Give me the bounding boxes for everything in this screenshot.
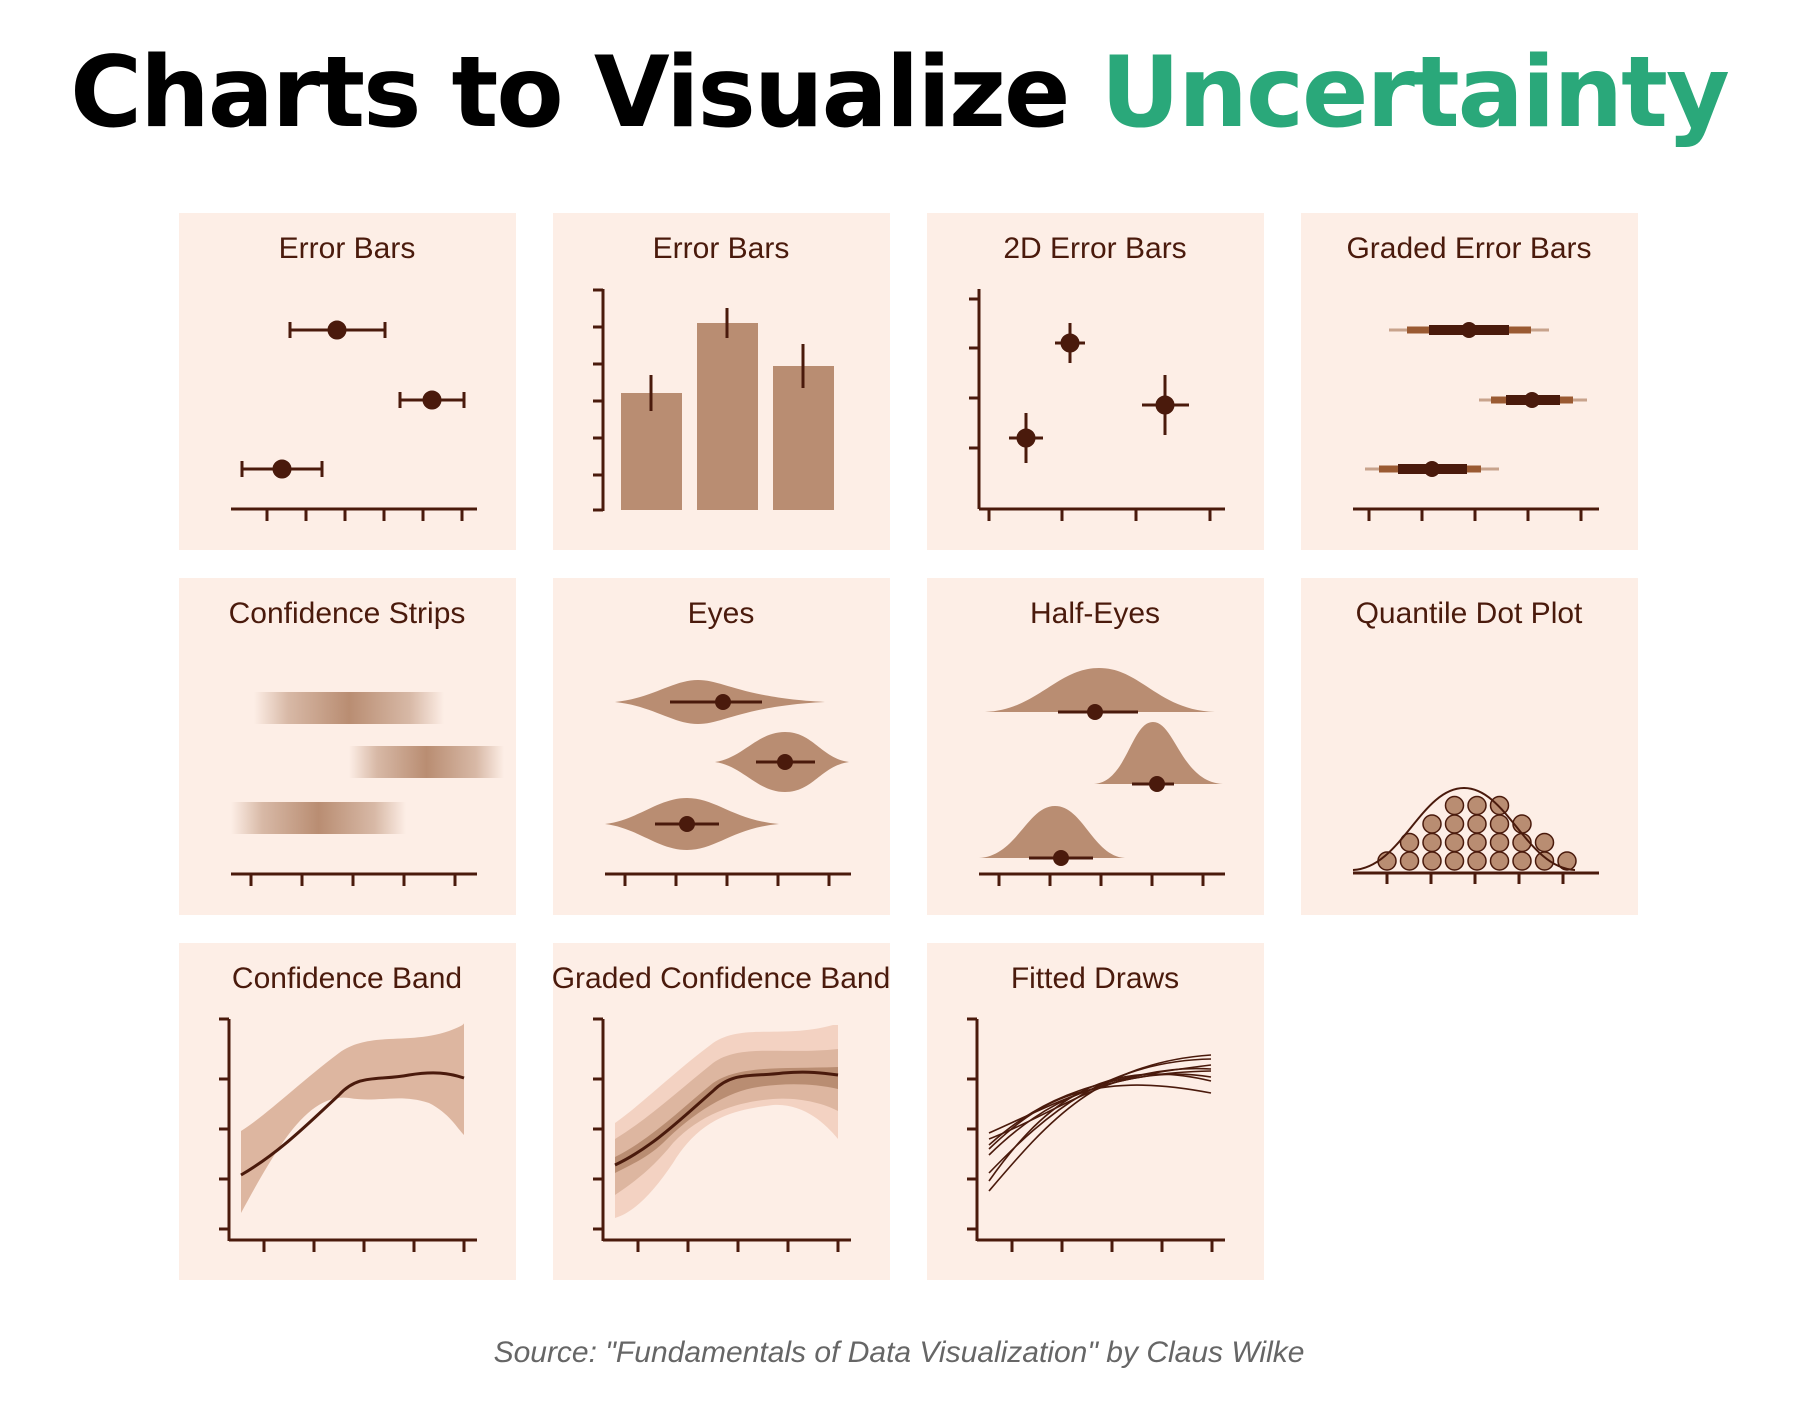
panel-half-eyes: Half-Eyes xyxy=(927,578,1264,915)
fitted-draw-lines xyxy=(988,1054,1212,1192)
graded-band-middle xyxy=(615,1049,838,1195)
strip-bottom xyxy=(231,802,406,834)
panel-background xyxy=(927,213,1264,550)
bar-3 xyxy=(773,366,834,510)
page-title: Charts to Visualize Uncertainty xyxy=(0,39,1798,148)
quantile-dot xyxy=(1489,814,1510,834)
quantile-dot xyxy=(1399,832,1420,853)
eye-top-interval xyxy=(670,694,762,710)
point-2d-3 xyxy=(1009,413,1043,463)
bar-2 xyxy=(697,323,758,510)
quantile-dot xyxy=(1422,832,1442,853)
panel-2d-error-bars: 2D Error Bars xyxy=(927,213,1264,550)
panel-background xyxy=(927,943,1264,1280)
axes xyxy=(967,1017,1225,1252)
quantile-dot xyxy=(1444,832,1465,853)
fit-line xyxy=(240,1071,465,1177)
panel-background xyxy=(553,578,890,915)
strip-middle xyxy=(349,746,504,778)
x-axis xyxy=(1353,507,1599,521)
quantile-dot xyxy=(1489,851,1510,871)
confidence-band-area xyxy=(241,1023,464,1213)
quantile-dot xyxy=(1512,851,1532,871)
panel-title: Eyes xyxy=(688,597,755,630)
panel-background xyxy=(179,213,516,550)
quantile-dot xyxy=(1467,832,1487,853)
error-bar-middle xyxy=(398,390,466,410)
graded-bar-middle xyxy=(1479,392,1587,408)
x-axis xyxy=(231,872,477,886)
graded-bar-top xyxy=(1389,322,1549,338)
half-eye-bottom xyxy=(979,806,1125,858)
panel-confidence-strips: Confidence Strips xyxy=(179,578,516,915)
fit-line xyxy=(614,1070,839,1167)
x-axis xyxy=(979,872,1225,886)
half-eye-middle-interval xyxy=(1132,776,1174,792)
half-eye-middle xyxy=(1094,722,1223,784)
x-axis xyxy=(231,507,477,521)
bar-1 xyxy=(621,393,682,510)
quantile-dot xyxy=(1399,851,1420,871)
quantile-dot xyxy=(1444,851,1465,871)
error-bar-bottom xyxy=(240,459,324,479)
panel-background xyxy=(927,578,1264,915)
axes xyxy=(969,289,1225,521)
quantile-dot xyxy=(1467,795,1487,816)
panel-title: Quantile Dot Plot xyxy=(1356,597,1583,630)
panel-title: Graded Error Bars xyxy=(1346,232,1591,265)
panel-confidence-band: Confidence Band xyxy=(179,943,516,1280)
half-eye-top-interval xyxy=(1058,704,1138,720)
quantile-dot xyxy=(1422,814,1442,834)
panel-eyes: Eyes xyxy=(553,578,890,915)
quantile-dot xyxy=(1422,851,1442,871)
half-eye-bottom-interval xyxy=(1029,850,1093,866)
quantile-dot xyxy=(1467,814,1487,834)
panel-title: Graded Confidence Band xyxy=(552,962,891,995)
panel-title: Error Bars xyxy=(653,232,790,265)
panel-background xyxy=(1301,213,1638,550)
quantile-dot xyxy=(1534,832,1555,853)
quantile-dot xyxy=(1444,814,1465,834)
axes xyxy=(593,1017,851,1252)
graded-bar-bottom xyxy=(1365,461,1499,477)
quantile-dot xyxy=(1557,851,1577,871)
panel-quantile-dot-plot: Quantile Dot Plot xyxy=(1301,578,1638,915)
graded-band-inner xyxy=(615,1067,838,1173)
quantile-dot xyxy=(1489,795,1510,816)
point-2d-1 xyxy=(1055,323,1085,363)
eye-middle-interval xyxy=(756,754,815,770)
quantile-dot xyxy=(1512,814,1532,834)
quantile-dot xyxy=(1489,832,1510,853)
panel-graded-confidence-band: Graded Confidence Band xyxy=(552,943,891,1280)
y-axis xyxy=(593,288,605,512)
point-2d-2 xyxy=(1142,375,1189,435)
half-eye-top xyxy=(985,668,1215,712)
panel-graded-error-bars: Graded Error Bars xyxy=(1301,213,1638,550)
source-credit: Source: "Fundamentals of Data Visualizat… xyxy=(493,1336,1305,1369)
error-bar-top xyxy=(288,320,387,340)
panel-title: Confidence Band xyxy=(232,962,462,995)
quantile-dot xyxy=(1512,832,1532,853)
eye-bottom-interval xyxy=(655,816,719,832)
panel-title: Error Bars xyxy=(279,232,416,265)
panel-title: 2D Error Bars xyxy=(1003,232,1186,265)
title-main: Charts to Visualize xyxy=(70,36,1070,150)
density-curve xyxy=(1352,786,1576,871)
panel-error-bars-bar-chart: Error Bars xyxy=(553,213,890,550)
strip-top xyxy=(254,692,444,724)
axes xyxy=(219,1017,477,1252)
panel-fitted-draws: Fitted Draws xyxy=(927,943,1264,1280)
panel-title: Half-Eyes xyxy=(1030,597,1160,630)
panel-title: Confidence Strips xyxy=(229,597,466,630)
panel-title: Fitted Draws xyxy=(1011,962,1179,995)
x-axis xyxy=(605,872,851,886)
bar-error-lines xyxy=(649,308,805,411)
quantile-dot xyxy=(1444,795,1465,816)
x-axis xyxy=(1353,871,1599,884)
title-accent: Uncertainty xyxy=(1100,36,1730,150)
quantile-dot xyxy=(1467,851,1487,871)
panel-error-bars-horizontal: Error Bars xyxy=(179,213,516,550)
